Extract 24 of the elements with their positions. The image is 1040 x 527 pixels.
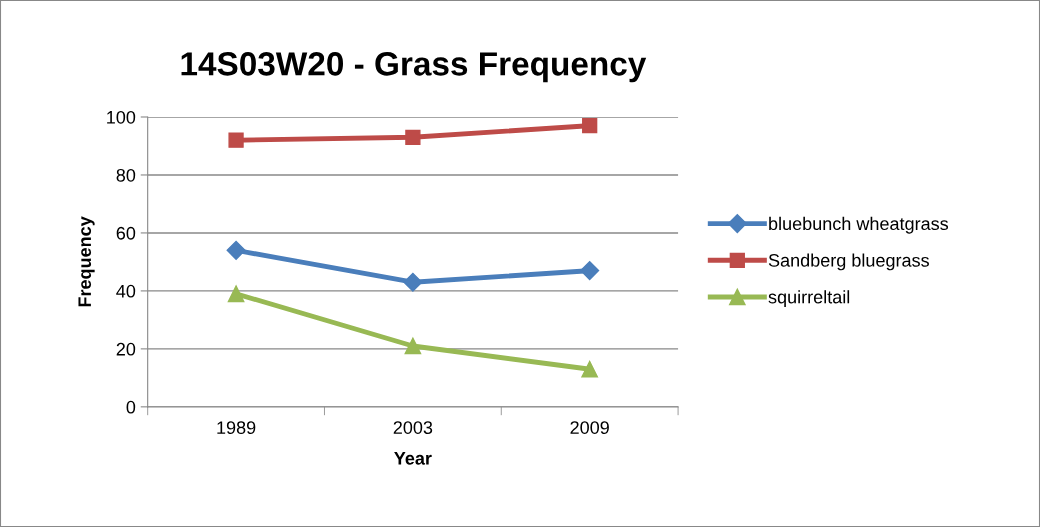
y-tick-label: 60 [116,226,136,240]
y-tick-label: 100 [107,110,136,124]
point [403,272,423,292]
chart-title: 14S03W20 - Grass Frequency [181,52,647,83]
point [405,129,421,145]
point [226,240,246,260]
point [227,285,245,303]
y-tick-label: 80 [116,168,136,182]
point [582,118,598,134]
point [580,261,600,281]
legend-label: bluebunch wheatgrass [769,216,949,234]
point [404,337,422,355]
legend-label: squirreltail [768,290,850,308]
x-tick-label: 1989 [217,421,256,434]
x-tick-label: 2003 [393,421,433,434]
y-tick-label: 0 [126,400,136,414]
point [581,360,599,378]
legend-label: Sandberg bluegrass [768,253,929,271]
x-axis-title: Year [394,452,432,465]
y-axis-title: Frequency [78,216,95,307]
y-tick-label: 20 [116,342,136,356]
y-tick-label: 40 [116,284,136,298]
point [228,132,244,148]
x-tick-label: 2009 [570,421,609,434]
